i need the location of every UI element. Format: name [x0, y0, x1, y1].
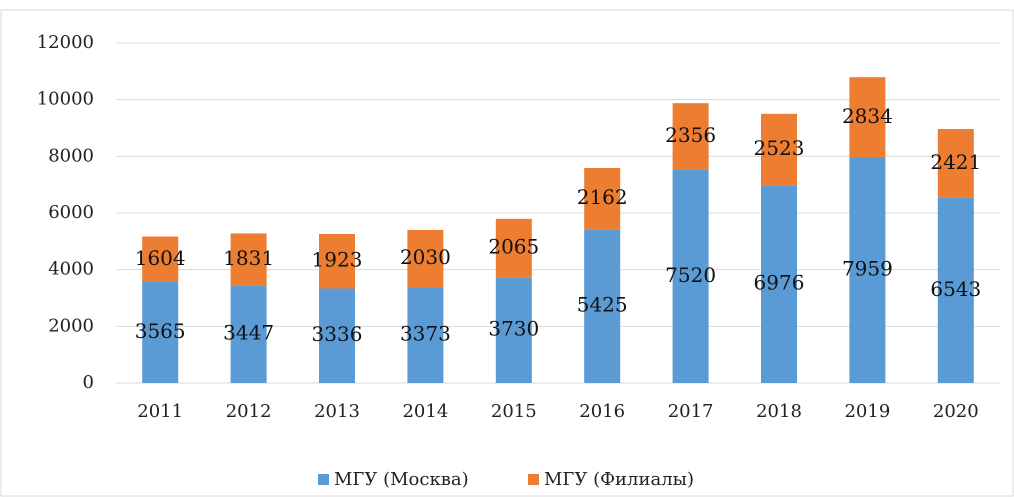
data-label: 1923 [312, 248, 363, 272]
legend-label: МГУ (Филиалы) [544, 469, 694, 490]
data-label: 7520 [665, 263, 716, 287]
data-label: 2834 [842, 104, 893, 128]
legend-label: МГУ (Москва) [334, 469, 469, 490]
bar-segment [849, 77, 886, 158]
bar-segment [230, 233, 267, 286]
bar-segment [937, 129, 974, 198]
data-label: 2523 [754, 136, 805, 160]
data-label: 2162 [577, 185, 628, 209]
bar-segment [584, 229, 621, 383]
x-tick-label: 2016 [579, 401, 625, 422]
bar-segment [142, 281, 179, 383]
data-label: 2356 [665, 123, 716, 147]
bar-segment [761, 113, 797, 186]
x-tick-label: 2017 [668, 401, 714, 422]
x-tick-label: 2019 [844, 401, 890, 422]
x-tick-label: 2015 [491, 401, 537, 422]
data-label: 2030 [400, 245, 451, 269]
x-tick-label: 2020 [933, 401, 979, 422]
bar-segment [761, 185, 797, 383]
x-tick-label: 2013 [314, 401, 360, 422]
bar-segment [319, 288, 355, 383]
y-tick-label: 10000 [37, 89, 94, 110]
data-label: 3565 [135, 319, 186, 343]
bar-segment [407, 287, 444, 383]
data-label: 2421 [930, 150, 981, 174]
bar-segment [937, 197, 974, 383]
x-tick-label: 2011 [137, 401, 183, 422]
data-label: 6976 [754, 271, 805, 295]
bar-segment [319, 233, 355, 289]
legend-swatch [528, 474, 539, 485]
data-label: 1831 [223, 246, 274, 270]
x-tick-label: 2012 [226, 401, 272, 422]
data-label: 3730 [488, 317, 539, 341]
data-label: 3336 [312, 322, 363, 346]
data-label: 7959 [842, 257, 893, 281]
x-tick-label: 2018 [756, 401, 802, 422]
bar-segment [407, 229, 444, 288]
y-tick-label: 6000 [48, 202, 94, 223]
data-label: 3373 [400, 322, 451, 346]
bar-segment [142, 236, 179, 282]
y-tick-label: 8000 [48, 145, 94, 166]
bar-segment [672, 103, 709, 170]
bar-segment [495, 218, 532, 278]
legend-swatch [318, 474, 329, 485]
y-tick-label: 2000 [48, 315, 94, 336]
bar-segment [672, 169, 709, 383]
data-label: 3447 [223, 321, 274, 345]
data-label: 2065 [488, 235, 539, 259]
data-label: 5425 [577, 293, 628, 317]
data-label: 6543 [930, 277, 981, 301]
bar-segment [849, 157, 886, 383]
data-label: 1604 [135, 246, 186, 270]
y-tick-label: 12000 [37, 32, 94, 53]
bar-segment [495, 277, 532, 383]
bar-segment [230, 285, 267, 383]
y-tick-label: 4000 [48, 259, 94, 280]
y-tick-label: 0 [83, 372, 94, 393]
bar-segment [584, 168, 621, 230]
x-tick-label: 2014 [402, 401, 448, 422]
